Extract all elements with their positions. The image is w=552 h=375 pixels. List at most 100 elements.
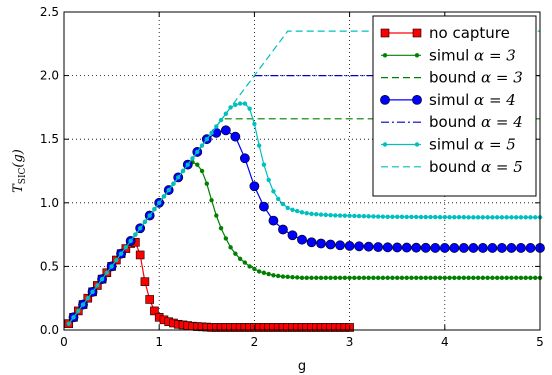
data-point (80, 302, 86, 307)
legend-label: simul α = 5 (429, 136, 516, 154)
data-point (506, 243, 517, 253)
legend-label: simul α = 3 (429, 46, 516, 64)
data-point (276, 196, 281, 202)
data-point (328, 275, 333, 281)
legend-label-math: α = 3 (481, 69, 523, 87)
x-tick-label: 1 (155, 335, 163, 349)
data-point (142, 219, 148, 225)
data-point (401, 242, 412, 253)
data-point (185, 162, 190, 167)
legend-label-text: bound (429, 69, 481, 87)
data-point (439, 243, 450, 253)
data-point (161, 194, 167, 199)
x-tick-label: 4 (441, 335, 449, 349)
data-point (468, 243, 479, 253)
data-point (392, 242, 403, 253)
data-point (523, 215, 528, 220)
data-point (71, 315, 76, 320)
data-point (418, 275, 424, 281)
data-point (76, 308, 81, 314)
data-point (342, 213, 348, 218)
data-point (268, 215, 279, 226)
data-point (290, 207, 295, 212)
data-point (356, 213, 362, 219)
data-point (375, 275, 381, 281)
data-point (528, 275, 533, 281)
data-point (494, 215, 500, 220)
data-point (418, 214, 424, 220)
data-point (471, 215, 476, 220)
data-point (395, 275, 400, 281)
data-point (375, 214, 381, 219)
data-point (306, 237, 317, 248)
data-point (404, 214, 409, 220)
data-point (337, 275, 343, 281)
data-point (361, 213, 367, 219)
data-point (471, 275, 476, 281)
data-point (104, 270, 110, 275)
data-point (347, 213, 352, 218)
legend-label-math: α = 4 (481, 113, 523, 131)
data-point (316, 238, 326, 249)
data-point (152, 206, 157, 212)
data-point (133, 232, 138, 237)
data-point (366, 214, 371, 219)
data-point (242, 101, 248, 106)
data-point (180, 168, 186, 174)
data-point (420, 242, 431, 253)
data-point (347, 275, 352, 281)
data-point (299, 210, 305, 215)
data-point (256, 143, 262, 148)
data-point (442, 275, 447, 281)
data-point (485, 275, 490, 281)
data-point (466, 215, 471, 220)
data-point (509, 215, 514, 220)
data-point (233, 251, 238, 256)
data-point (204, 181, 209, 186)
x-axis-label: g (298, 359, 306, 374)
y-axis-label-sub: SIC (18, 167, 28, 184)
legend-label-text: simul (429, 46, 474, 64)
data-point (480, 275, 486, 281)
data-point (295, 208, 300, 214)
data-point (409, 214, 414, 220)
data-point (409, 275, 414, 281)
x-tick-label: 2 (251, 335, 259, 349)
data-point (285, 274, 290, 280)
data-point (218, 226, 224, 231)
data-point (461, 275, 467, 281)
data-point (290, 275, 295, 280)
data-point (99, 276, 105, 282)
legend-box (372, 15, 537, 197)
data-point (66, 321, 71, 326)
y-tick-label: 0.5 (40, 259, 59, 273)
data-point (352, 213, 357, 219)
legend-label: simul α = 4 (429, 91, 516, 109)
data-point (504, 275, 509, 281)
data-point (356, 275, 362, 281)
series-0 (64, 237, 354, 332)
data-point (285, 205, 290, 211)
data-point (252, 121, 257, 127)
data-point (490, 215, 495, 220)
legend-label-math: α = 5 (481, 158, 523, 176)
data-point (157, 200, 162, 205)
y-tick-label: 2.5 (40, 5, 59, 19)
legend-swatch-marker (380, 95, 390, 105)
y-axis-label-arg: (g) (11, 149, 26, 167)
data-point (109, 264, 114, 269)
data-point (195, 162, 200, 167)
data-point (128, 238, 133, 244)
data-point (456, 214, 462, 220)
data-point (414, 214, 419, 220)
data-point (449, 243, 460, 253)
y-tick-label: 0.0 (40, 323, 59, 337)
data-point (199, 143, 205, 148)
legend-label: bound α = 3 (429, 69, 523, 87)
data-point (323, 212, 328, 218)
data-point (352, 275, 357, 281)
data-point (466, 275, 471, 281)
data-point (328, 212, 333, 218)
data-point (516, 243, 526, 253)
